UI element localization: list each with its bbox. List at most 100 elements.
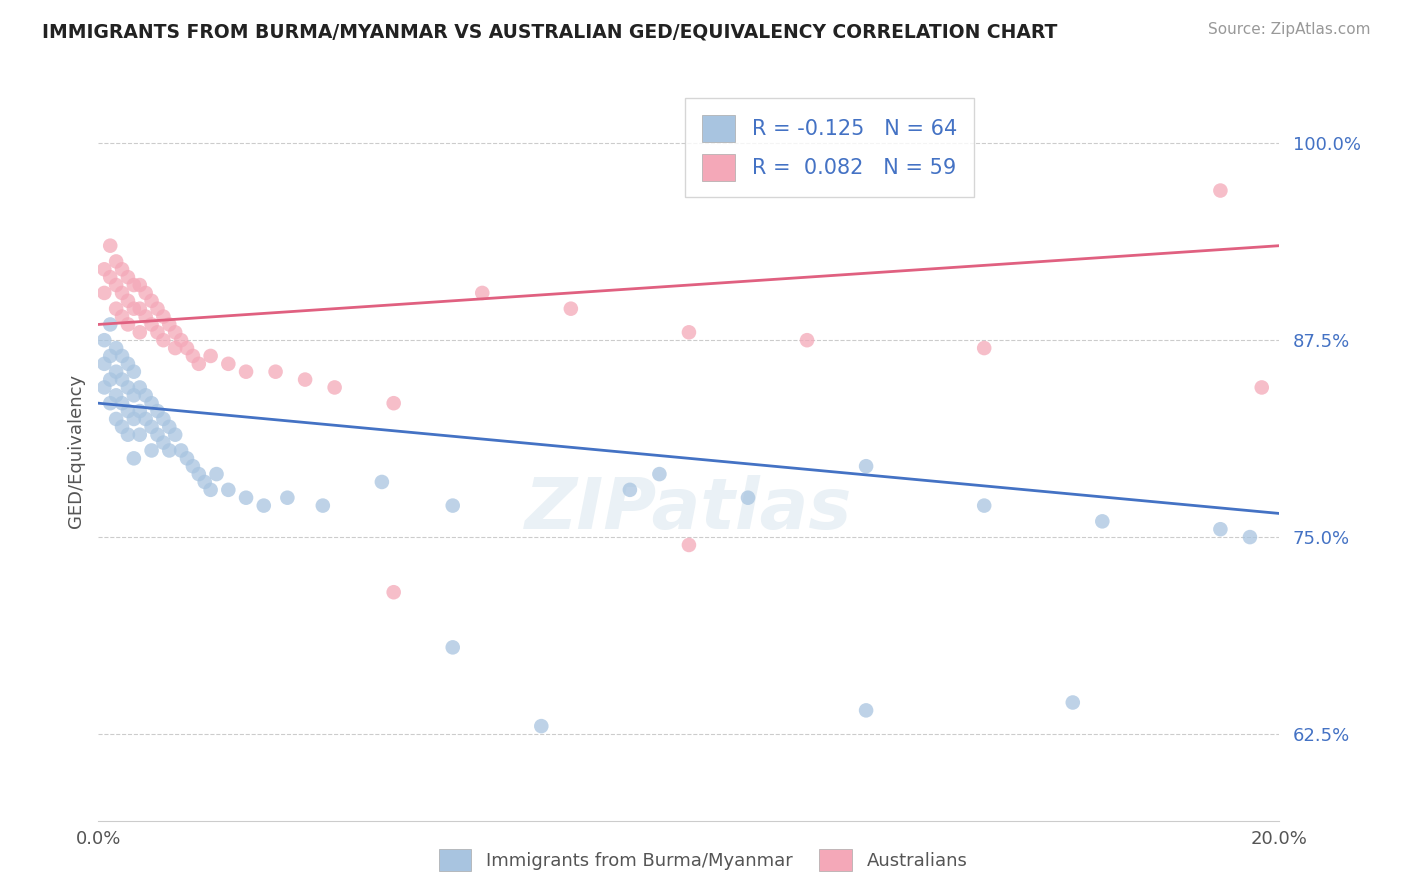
Point [170,333,193,347]
Point [128,301,150,316]
Point [105,341,128,355]
Point [619,483,641,497]
Point [105,254,128,268]
Point [157,443,180,458]
Point [276,491,298,505]
Point [117,270,139,285]
Point [157,420,180,434]
Point [146,301,169,316]
Point [530,719,553,733]
Point [117,357,139,371]
Point [93,262,115,277]
Point [146,404,169,418]
Point [194,475,217,489]
Point [1062,696,1084,710]
Point [235,365,257,379]
Point [157,318,180,332]
Point [135,412,157,426]
Point [98,373,121,387]
Point [141,420,163,434]
Point [973,341,995,355]
Y-axis label: GED/Equivalency: GED/Equivalency [66,374,84,527]
Point [170,443,193,458]
Point [253,499,276,513]
Point [105,388,128,402]
Point [141,318,163,332]
Point [176,451,198,466]
Legend: Immigrants from Burma/Myanmar, Australians: Immigrants from Burma/Myanmar, Australia… [432,842,974,879]
Point [200,483,222,497]
Point [105,365,128,379]
Point [122,388,145,402]
Text: Source: ZipAtlas.com: Source: ZipAtlas.com [1208,22,1371,37]
Point [135,310,157,324]
Point [855,459,877,474]
Point [122,301,145,316]
Point [181,459,204,474]
Point [117,293,139,308]
Point [1209,522,1232,536]
Point [152,333,174,347]
Point [973,499,995,513]
Point [111,349,134,363]
Point [122,278,145,293]
Point [98,318,121,332]
Point [796,333,818,347]
Text: ZIPatlas: ZIPatlas [526,475,852,544]
Point [146,326,169,340]
Point [312,499,335,513]
Point [235,491,257,505]
Point [165,427,187,442]
Point [128,427,150,442]
Point [93,285,115,300]
Point [165,326,187,340]
Point [294,373,316,387]
Point [165,341,187,355]
Point [111,420,134,434]
Point [382,396,405,410]
Point [93,380,115,394]
Point [111,396,134,410]
Point [128,326,150,340]
Point [323,380,346,394]
Point [111,285,134,300]
Point [181,349,204,363]
Text: IMMIGRANTS FROM BURMA/MYANMAR VS AUSTRALIAN GED/EQUIVALENCY CORRELATION CHART: IMMIGRANTS FROM BURMA/MYANMAR VS AUSTRAL… [42,22,1057,41]
Point [122,412,145,426]
Point [264,365,287,379]
Point [111,310,134,324]
Point [152,310,174,324]
Point [1209,184,1232,198]
Point [111,262,134,277]
Point [93,333,115,347]
Point [93,357,115,371]
Point [441,640,464,655]
Point [205,467,228,481]
Point [1091,514,1114,528]
Point [122,365,145,379]
Point [382,585,405,599]
Point [176,341,198,355]
Point [135,285,157,300]
Point [217,483,239,497]
Point [1250,380,1272,394]
Point [217,357,239,371]
Point [128,278,150,293]
Point [117,427,139,442]
Point [187,357,209,371]
Point [98,349,121,363]
Point [648,467,671,481]
Point [678,326,700,340]
Point [371,475,394,489]
Point [117,380,139,394]
Point [128,380,150,394]
Point [737,491,759,505]
Point [152,435,174,450]
Point [117,404,139,418]
Point [141,396,163,410]
Point [122,451,145,466]
Point [678,538,700,552]
Point [135,388,157,402]
Point [105,301,128,316]
Point [855,703,877,717]
